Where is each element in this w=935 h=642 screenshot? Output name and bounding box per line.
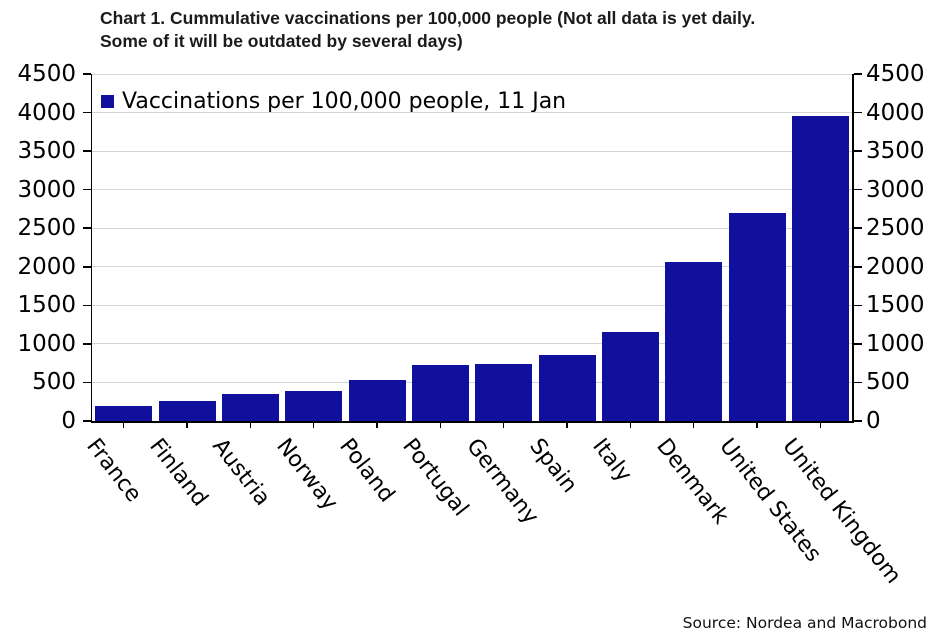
y-tick-right <box>853 266 862 268</box>
chart-legend: Vaccinations per 100,000 people, 11 Jan <box>101 89 566 114</box>
x-category-label: Finland <box>144 434 213 512</box>
bar <box>348 380 406 421</box>
y-tick-label-right: 500 <box>866 369 910 396</box>
chart-title-line2: Some of it will be outdated by several d… <box>100 30 463 51</box>
y-tick-right <box>853 227 862 229</box>
x-tick <box>122 422 125 428</box>
gridline <box>92 150 852 152</box>
gridline <box>92 227 852 229</box>
gridline <box>92 266 852 268</box>
x-category-label: Norway <box>270 434 343 516</box>
y-axis-left <box>90 74 92 421</box>
bar <box>791 116 849 421</box>
x-category-label: Austria <box>207 434 276 511</box>
y-tick-left <box>82 343 91 345</box>
y-tick-left <box>82 420 91 422</box>
y-tick-right <box>853 343 862 345</box>
gridline <box>92 304 852 306</box>
bar <box>95 405 153 421</box>
y-tick-label-right: 3000 <box>866 176 925 203</box>
y-tick-right <box>853 304 862 307</box>
y-tick-label-left: 0 <box>61 408 76 434</box>
y-tick-label-left: 3000 <box>17 176 76 203</box>
gridline <box>92 381 852 383</box>
y-tick-right <box>853 420 862 422</box>
y-tick-label-right: 3500 <box>866 138 925 165</box>
chart-title-line1: Chart 1. Cummulative vaccinations per 10… <box>100 8 756 28</box>
gridline <box>92 73 852 75</box>
chart-title: Chart 1. Cummulative vaccinations per 10… <box>100 7 755 53</box>
y-tick-left <box>82 266 91 268</box>
x-tick <box>756 422 758 428</box>
x-tick <box>312 422 315 428</box>
y-tick-left <box>82 73 91 75</box>
x-tick <box>439 422 442 428</box>
y-tick-left <box>82 381 91 384</box>
y-tick-label-right: 1000 <box>866 330 925 357</box>
x-tick <box>566 422 568 428</box>
y-tick-left <box>82 227 91 229</box>
x-tick <box>249 422 252 428</box>
y-tick-right <box>853 188 862 191</box>
y-tick-label-left: 4500 <box>17 61 76 87</box>
bar <box>538 354 596 421</box>
bar <box>665 262 723 421</box>
bar <box>221 394 279 421</box>
x-category-label: United Kingdom <box>777 434 907 589</box>
x-category-label: Spain <box>524 434 582 498</box>
y-tick-label-left: 500 <box>32 369 76 396</box>
y-tick-left <box>82 150 91 152</box>
y-tick-label-left: 2500 <box>17 215 76 242</box>
y-tick-label-left: 2000 <box>17 253 76 280</box>
y-tick-label-right: 4500 <box>866 61 925 87</box>
x-tick <box>629 422 632 428</box>
y-tick-label-left: 3500 <box>17 138 76 165</box>
gridline <box>92 343 852 345</box>
bar <box>601 331 659 421</box>
bar <box>285 390 343 421</box>
x-tick <box>186 422 188 428</box>
x-axis <box>90 421 854 423</box>
y-tick-left <box>82 304 91 307</box>
bar <box>411 365 469 421</box>
y-tick-right <box>853 381 862 384</box>
source-note: Source: Nordea and Macrobond <box>682 614 927 632</box>
y-tick-label-left: 1000 <box>17 330 76 357</box>
y-tick-label-right: 4000 <box>866 99 925 126</box>
y-tick-right <box>853 111 862 114</box>
y-tick-label-right: 1500 <box>866 292 925 319</box>
y-tick-left <box>82 188 91 191</box>
y-tick-label-left: 1500 <box>17 292 76 319</box>
gridline <box>92 189 852 191</box>
bar <box>728 212 786 421</box>
y-tick-right <box>853 150 862 152</box>
y-tick-right <box>853 73 862 75</box>
bar <box>158 401 216 421</box>
y-tick-label-right: 0 <box>866 408 881 434</box>
x-category-label: France <box>80 434 146 508</box>
x-tick <box>502 422 505 428</box>
x-tick <box>376 422 378 428</box>
bar <box>475 364 533 421</box>
y-tick-label-right: 2500 <box>866 215 925 242</box>
x-tick <box>692 422 695 428</box>
y-tick-label-right: 2000 <box>866 253 925 280</box>
y-tick-left <box>82 111 91 114</box>
x-category-label: Italy <box>587 434 637 488</box>
legend-swatch-icon <box>101 95 114 108</box>
y-tick-label-left: 4000 <box>17 99 76 126</box>
x-category-label: Poland <box>334 434 400 508</box>
x-tick <box>819 422 822 428</box>
legend-label: Vaccinations per 100,000 people, 11 Jan <box>122 89 567 114</box>
gridline <box>92 112 852 114</box>
y-axis-right <box>852 74 854 421</box>
